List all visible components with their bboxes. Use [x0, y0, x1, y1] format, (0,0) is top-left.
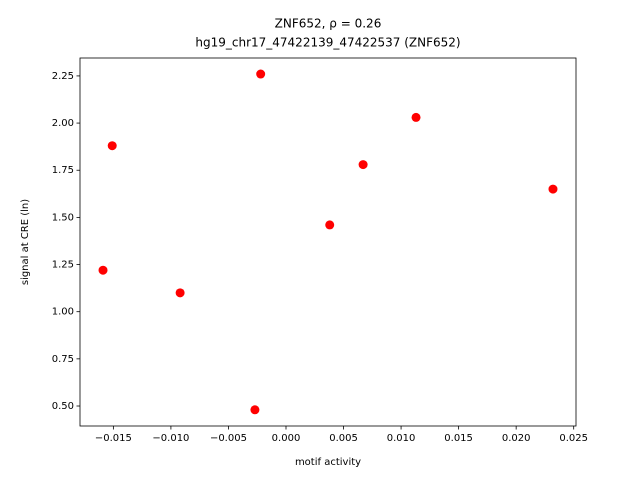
point — [256, 69, 266, 79]
point — [325, 220, 335, 230]
y-tick-label: 1.25 — [52, 260, 74, 271]
x-tick-label: 0.005 — [329, 433, 358, 444]
point — [175, 288, 185, 298]
y-tick-label: 1.00 — [52, 307, 74, 318]
y-tick-label: 2.25 — [52, 71, 74, 82]
y-axis-label: signal at CRE (ln) — [20, 199, 31, 285]
x-tick-label: 0.010 — [387, 433, 416, 444]
x-axis-label: motif activity — [295, 457, 361, 468]
y-tick-label: 0.75 — [52, 354, 74, 365]
chart-title: ZNF652, ρ = 0.26 — [275, 17, 382, 31]
point — [107, 141, 117, 151]
point — [98, 265, 108, 275]
x-tick-label: −0.015 — [95, 433, 132, 444]
x-tick-label: 0.020 — [502, 433, 531, 444]
x-tick-label: −0.005 — [210, 433, 247, 444]
y-tick-label: 1.50 — [52, 212, 74, 223]
point — [411, 112, 421, 122]
x-tick-label: −0.010 — [152, 433, 189, 444]
y-tick-label: 0.50 — [52, 401, 74, 412]
x-tick-label: 0.000 — [272, 433, 301, 444]
x-tick-label: 0.015 — [444, 433, 473, 444]
y-tick-label: 1.75 — [52, 165, 74, 176]
y-tick-label: 2.00 — [52, 118, 74, 129]
point — [358, 160, 368, 170]
point — [250, 405, 260, 415]
chart-subtitle: hg19_chr17_47422139_47422537 (ZNF652) — [195, 36, 460, 50]
point — [548, 184, 558, 194]
plot-frame — [79, 57, 577, 427]
x-tick-label: 0.025 — [559, 433, 588, 444]
